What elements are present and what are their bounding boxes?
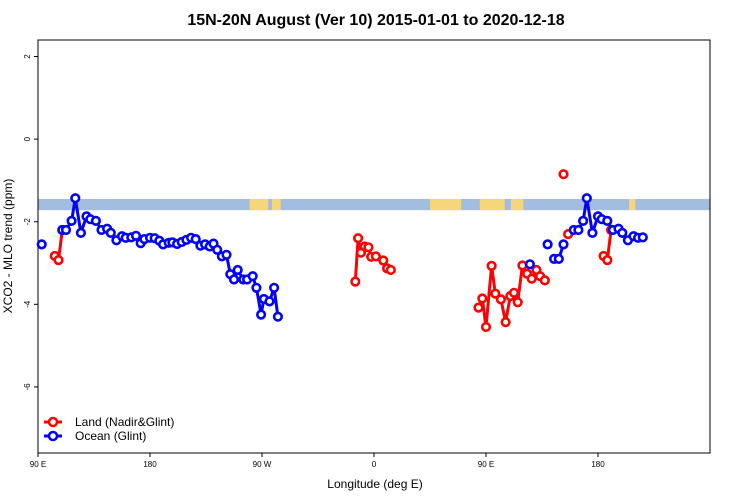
band-land-patch	[430, 199, 462, 211]
data-point	[53, 255, 64, 266]
data-point	[228, 274, 240, 285]
data-point	[512, 297, 523, 308]
band-land-patch	[249, 199, 269, 211]
data-point	[378, 255, 389, 266]
data-point	[558, 169, 569, 180]
data-point	[602, 255, 613, 266]
data-point	[232, 264, 243, 276]
legend-marker-land	[47, 416, 59, 428]
x-tick-label: 180	[143, 460, 157, 469]
data-point	[524, 259, 536, 270]
data-point	[70, 193, 81, 204]
band-land-patch	[629, 199, 636, 211]
data-point	[573, 224, 584, 236]
band-ocean	[38, 199, 710, 211]
y-axis-label: XCO2 - MLO trend (ppm)	[1, 179, 15, 314]
data-point	[495, 294, 507, 305]
data-point	[477, 293, 488, 304]
data-point	[36, 239, 47, 250]
series-layer	[36, 169, 648, 333]
x-tick-label: 180	[591, 460, 605, 469]
x-tick-label: 90 E	[478, 460, 494, 469]
data-point	[105, 227, 116, 238]
band-land-patch	[479, 199, 505, 211]
data-point	[363, 242, 374, 253]
x-tick-label: 90 W	[253, 460, 272, 469]
data-point	[264, 296, 275, 307]
data-point	[370, 251, 382, 262]
data-point	[558, 239, 569, 250]
y-tick-label: -4	[23, 300, 32, 308]
chart-title: 15N-20N August (Ver 10) 2015-01-01 to 20…	[187, 12, 564, 29]
legend-marker-ocean	[47, 430, 59, 442]
data-point	[526, 273, 537, 284]
data-point	[60, 224, 72, 236]
data-point	[212, 244, 223, 255]
data-point	[190, 234, 201, 245]
series-ocean	[36, 193, 648, 322]
y-tick-label: 2	[23, 54, 32, 59]
data-point	[66, 215, 77, 226]
data-point	[587, 227, 598, 238]
y-tick-label: -6	[23, 383, 32, 391]
land-ocean-band	[38, 199, 710, 211]
data-point	[539, 275, 550, 286]
data-point	[553, 253, 564, 264]
data-point	[490, 288, 501, 299]
x-tick-label: 90 E	[30, 460, 46, 469]
data-point	[617, 227, 628, 238]
data-point	[256, 309, 267, 320]
data-point	[130, 230, 142, 241]
legend: Land (Nadir&Glint) Ocean (Glint)	[44, 415, 174, 443]
data-point	[251, 282, 262, 293]
data-point	[272, 311, 284, 322]
x-axis: 90 E 180 90 W 0 90 E 180	[30, 453, 605, 469]
y-tick-label: 0	[23, 136, 32, 141]
x-tick-label: 0	[372, 460, 377, 469]
data-point	[542, 239, 553, 250]
data-point	[90, 215, 101, 226]
data-point	[247, 271, 258, 282]
data-point	[581, 193, 592, 204]
data-point	[350, 276, 361, 287]
data-point	[637, 232, 648, 243]
data-point	[269, 282, 280, 293]
data-point	[500, 317, 511, 328]
data-point	[221, 249, 232, 260]
data-point	[75, 227, 86, 238]
data-point	[480, 321, 492, 333]
data-point	[353, 233, 364, 244]
data-point	[473, 302, 484, 313]
band-land-patch	[271, 199, 281, 211]
data-point	[508, 287, 520, 298]
data-point	[577, 215, 589, 226]
band-land-patch	[510, 199, 524, 211]
data-point	[486, 260, 497, 272]
legend-label-land: Land (Nadir&Glint)	[75, 415, 174, 429]
y-axis: 2 0 -2 -4 -6	[23, 54, 38, 391]
data-point	[602, 215, 613, 226]
series-land	[49, 169, 617, 333]
data-point	[385, 264, 396, 276]
legend-label-ocean: Ocean (Glint)	[75, 429, 146, 443]
y-tick-label: -2	[23, 218, 32, 226]
x-axis-label: Longitude (deg E)	[327, 477, 422, 491]
